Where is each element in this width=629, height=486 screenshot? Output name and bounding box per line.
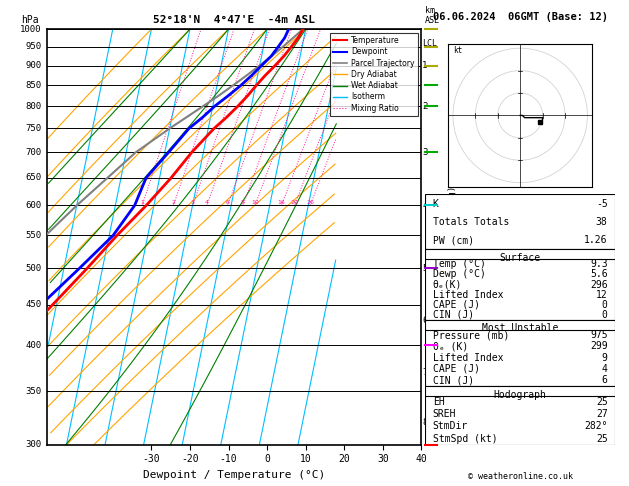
Text: 975: 975 [590,330,608,340]
Text: 25: 25 [596,434,608,444]
Text: 550: 550 [25,231,42,240]
Text: 5: 5 [422,264,428,273]
Text: EH: EH [433,397,445,407]
Text: CAPE (J): CAPE (J) [433,299,480,310]
Text: 1: 1 [422,61,428,70]
Text: 350: 350 [25,387,42,396]
Text: 9: 9 [602,353,608,363]
Text: StmSpd (kt): StmSpd (kt) [433,434,498,444]
Text: 12: 12 [596,290,608,299]
Text: Temp (°C): Temp (°C) [433,260,486,269]
Text: Mixing Ratio (g/kg): Mixing Ratio (g/kg) [448,186,457,288]
Text: 5.6: 5.6 [590,270,608,279]
Bar [425,194,615,249]
Text: kt: kt [453,46,462,55]
Text: 850: 850 [25,81,42,90]
Text: 600: 600 [25,201,42,210]
Text: 900: 900 [25,61,42,70]
Text: 16: 16 [277,200,286,206]
Text: 400: 400 [25,341,42,350]
Bar [425,249,615,320]
Text: 0: 0 [602,299,608,310]
Bar [425,320,615,386]
X-axis label: Dewpoint / Temperature (°C): Dewpoint / Temperature (°C) [143,470,325,480]
Text: 650: 650 [25,174,42,182]
Text: 20: 20 [291,200,299,206]
Text: 296: 296 [590,279,608,290]
Text: Lifted Index: Lifted Index [433,353,503,363]
Text: Surface: Surface [499,253,541,263]
Text: -5: -5 [596,199,608,208]
Text: Most Unstable: Most Unstable [482,323,559,333]
Text: K: K [433,199,438,208]
Text: StmDir: StmDir [433,421,468,432]
Text: Totals Totals: Totals Totals [433,217,509,227]
Text: 52°18'N  4°47'E  -4m ASL: 52°18'N 4°47'E -4m ASL [153,15,315,25]
Text: 1: 1 [140,200,144,206]
Text: 2: 2 [171,200,175,206]
Text: 1.26: 1.26 [584,235,608,245]
Text: θₑ(K): θₑ(K) [433,279,462,290]
Text: 8: 8 [241,200,245,206]
Text: 1000: 1000 [20,25,42,34]
Text: Dewp (°C): Dewp (°C) [433,270,486,279]
Text: SREH: SREH [433,409,456,419]
Text: 300: 300 [25,440,42,449]
Legend: Temperature, Dewpoint, Parcel Trajectory, Dry Adiabat, Wet Adiabat, Isotherm, Mi: Temperature, Dewpoint, Parcel Trajectory… [330,33,418,116]
Text: 500: 500 [25,264,42,273]
Text: 38: 38 [596,217,608,227]
Text: 800: 800 [25,102,42,111]
Text: Hodograph: Hodograph [494,390,547,399]
Text: 3: 3 [191,200,195,206]
Text: CIN (J): CIN (J) [433,375,474,385]
Text: LCL: LCL [422,39,437,49]
Text: 282°: 282° [584,421,608,432]
Text: 299: 299 [590,342,608,351]
Text: CIN (J): CIN (J) [433,310,474,319]
Text: 7: 7 [422,368,428,377]
Text: 2: 2 [422,102,428,111]
Text: Pressure (mb): Pressure (mb) [433,330,509,340]
Text: 9.3: 9.3 [590,260,608,269]
Text: 06.06.2024  06GMT (Base: 12): 06.06.2024 06GMT (Base: 12) [433,12,608,22]
Text: 6: 6 [226,200,230,206]
Text: km
ASL: km ASL [425,6,440,25]
Text: 4: 4 [205,200,209,206]
Text: 6: 6 [602,375,608,385]
Text: CAPE (J): CAPE (J) [433,364,480,374]
Text: 8: 8 [422,418,428,427]
Text: Lifted Index: Lifted Index [433,290,503,299]
Bar [425,386,615,445]
Text: © weatheronline.co.uk: © weatheronline.co.uk [469,472,573,481]
Text: 450: 450 [25,300,42,309]
Text: 950: 950 [25,42,42,52]
Text: 26: 26 [306,200,314,206]
Text: 10: 10 [251,200,259,206]
Text: 4: 4 [602,364,608,374]
Text: 750: 750 [25,124,42,133]
Text: 700: 700 [25,148,42,157]
Text: 0: 0 [602,310,608,319]
Text: 25: 25 [596,397,608,407]
Text: PW (cm): PW (cm) [433,235,474,245]
Text: 6: 6 [422,316,428,325]
Text: hPa: hPa [21,15,38,25]
Text: 27: 27 [596,409,608,419]
Text: θₑ (K): θₑ (K) [433,342,468,351]
Text: 3: 3 [422,148,428,157]
Text: 4: 4 [422,201,428,210]
